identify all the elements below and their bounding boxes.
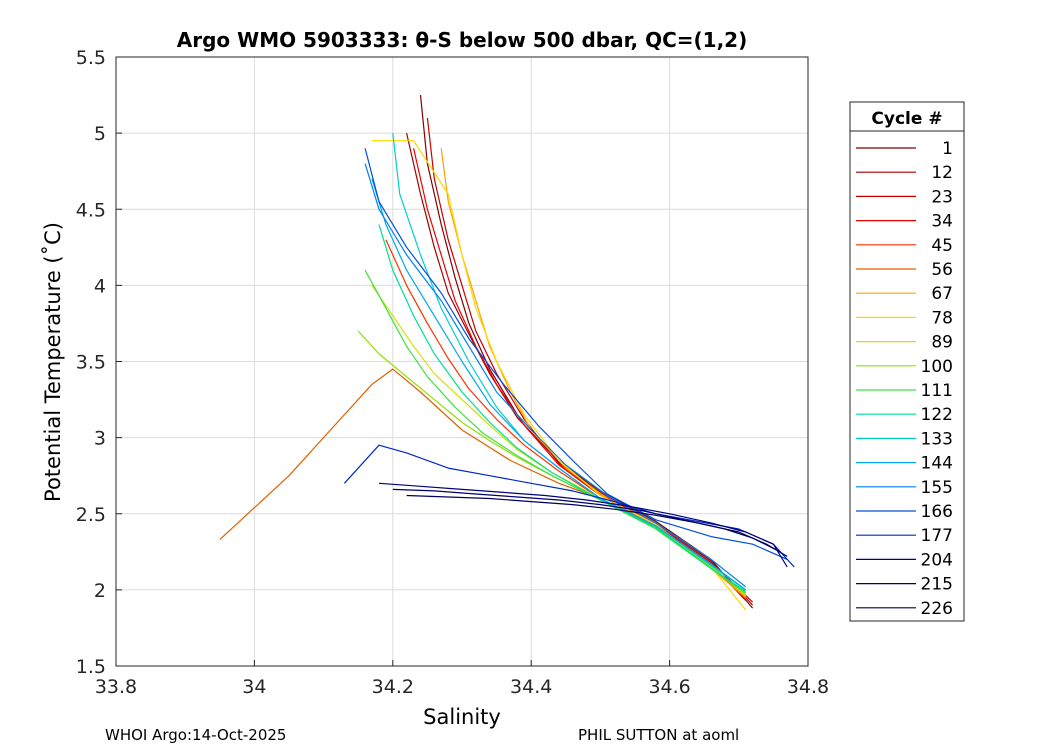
- series-line-cycle-226: [406, 494, 788, 557]
- legend-label-177: 177: [921, 526, 953, 546]
- legend-label-111: 111: [921, 381, 953, 401]
- plot-frame: [115, 56, 809, 667]
- series-line-cycle-111: [364, 269, 747, 594]
- y-tick-label: 4.5: [76, 199, 106, 221]
- legend-label-133: 133: [921, 429, 953, 449]
- legend-label-122: 122: [921, 405, 953, 425]
- legend-label-215: 215: [921, 575, 953, 595]
- y-tick-label: 4: [94, 275, 106, 297]
- legend-label-23: 23: [931, 187, 953, 207]
- series-line-cycle-215: [392, 488, 781, 553]
- series-line-cycle-34: [413, 148, 747, 601]
- series-line-cycle-204: [378, 482, 788, 568]
- series-line-cycle-1: [419, 95, 754, 609]
- y-tick-label: 3: [94, 428, 106, 450]
- series-line-cycle-45: [385, 239, 747, 598]
- y-tick-label: 5: [94, 123, 106, 145]
- legend-label-78: 78: [931, 308, 953, 328]
- series-line-cycle-122: [378, 224, 747, 592]
- y-tick-label: 2.5: [76, 504, 106, 526]
- x-tick-label: 34.6: [648, 676, 690, 698]
- x-tick-label: 34.2: [372, 676, 414, 698]
- legend-label-34: 34: [931, 212, 953, 232]
- axes: 33.8 34 34.2 34.4 34.6 34.8 1.5 2 2.5 3 3.5 4 4.5 5 5.…: [76, 47, 829, 698]
- footer-source: WHOI Argo:14-Oct-2025: [105, 726, 287, 744]
- legend-label-56: 56: [931, 260, 953, 280]
- x-axis-label: Salinity: [423, 705, 501, 729]
- y-tick-label: 5.5: [76, 47, 106, 69]
- chart-title: Argo WMO 5903333: θ-S below 500 dbar, QC…: [177, 28, 747, 52]
- x-tick-label: 34.4: [510, 676, 552, 698]
- y-tick-label: 1.5: [76, 656, 106, 678]
- legend-label-166: 166: [921, 502, 953, 522]
- series-line-cycle-177: [343, 444, 795, 568]
- legend-label-204: 204: [921, 550, 953, 570]
- x-tick-label: 34: [242, 676, 266, 698]
- series-line-cycle-155: [364, 163, 747, 588]
- series-lines: [219, 95, 795, 611]
- legend-box: [849, 101, 965, 622]
- y-tick-label: 2: [94, 580, 106, 602]
- legend-label-144: 144: [921, 454, 953, 474]
- legend-label-45: 45: [931, 236, 953, 256]
- x-tick-label: 34.8: [787, 676, 829, 698]
- series-line-cycle-23: [426, 117, 754, 603]
- x-tick-label: 33.8: [95, 676, 137, 698]
- legend-label-100: 100: [921, 357, 953, 377]
- series-line-cycle-12: [406, 132, 754, 606]
- y-axis-label: Potential Temperature (˚C): [41, 222, 65, 502]
- series-line-cycle-56: [219, 368, 747, 597]
- legend-label-67: 67: [931, 284, 953, 304]
- series-line-cycle-67: [440, 148, 747, 598]
- legend-label-89: 89: [931, 333, 953, 353]
- legend-label-1: 1: [942, 139, 953, 159]
- series-line-cycle-166: [364, 148, 788, 560]
- legend: Cycle #1 12 23 34 45 56 67 78 89 100 111 122 133 144 1…: [849, 101, 965, 622]
- series-line-cycle-78: [372, 140, 747, 611]
- series-line-cycle-144: [371, 178, 747, 591]
- y-tick-label: 3.5: [76, 352, 106, 374]
- legend-label-155: 155: [921, 478, 953, 498]
- legend-label-226: 226: [921, 599, 953, 619]
- footer-author: PHIL SUTTON at aoml: [578, 726, 740, 744]
- legend-label-12: 12: [931, 163, 953, 183]
- legend-title: Cycle #: [871, 109, 942, 129]
